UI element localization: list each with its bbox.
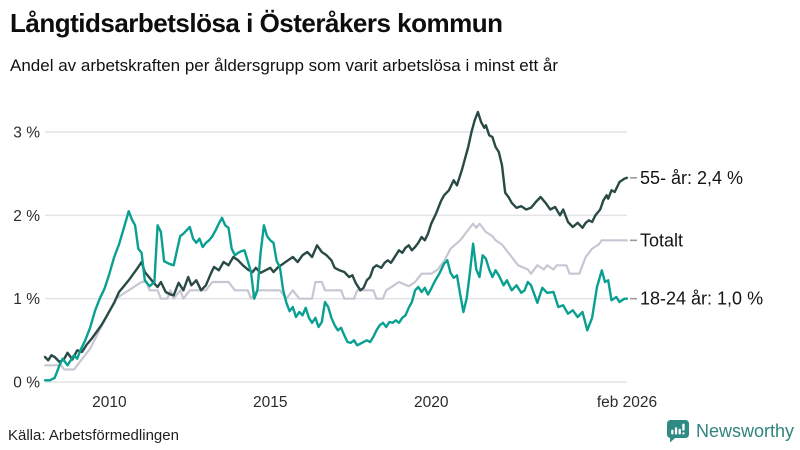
y-tick-label: 3 % (13, 125, 40, 142)
gridlines: 0 % 1 % 2 % 3 % 2010 2015 2020 feb 2026 (13, 125, 657, 411)
legend-label-18-24-ar: 18-24 år: 1,0 % (640, 289, 763, 309)
newsworthy-logo-icon (666, 420, 689, 443)
chart-title: Långtidsarbetslösa i Österåkers kommun (10, 8, 503, 38)
series-line-18-24 år (43, 210, 629, 382)
legend-label-55-ar: 55- år: 2,4 % (640, 168, 743, 188)
newsworthy-brand-name: Newsworthy (695, 420, 794, 441)
y-tick-label: 0 % (13, 375, 40, 392)
series-lines (43, 110, 629, 382)
x-tick-label: 2015 (253, 394, 287, 411)
source-note: Källa: Arbetsförmedlingen (8, 427, 179, 444)
x-tick-label: 2010 (92, 394, 127, 411)
x-tick-label: 2020 (414, 394, 449, 411)
y-tick-label: 1 % (13, 291, 40, 308)
chart-subtitle: Andel av arbetskraften per åldersgrupp s… (10, 56, 559, 75)
y-tick-label: 2 % (13, 208, 40, 225)
legend-label-totalt: Totalt (640, 230, 683, 250)
series-line-Totalt (43, 222, 628, 371)
x-tick-label: feb 2026 (597, 394, 657, 411)
series-line-55- år (43, 110, 629, 364)
legend: 55- år: 2,4 % Totalt 18-24 år: 1,0 % (630, 168, 763, 309)
newsworthy-brand-link[interactable]: Newsworthy (666, 419, 794, 443)
